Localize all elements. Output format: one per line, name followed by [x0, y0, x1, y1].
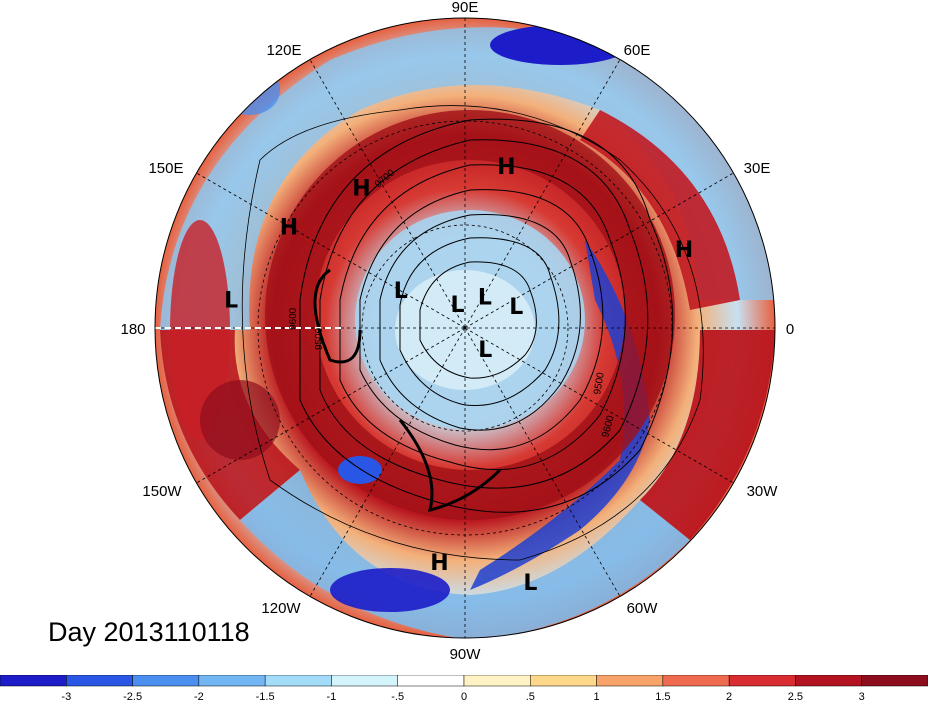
lon-label-120e: 120E	[266, 42, 301, 59]
lon-label-90e: 90E	[452, 0, 479, 16]
lon-label-150e: 150E	[148, 160, 183, 177]
lon-label-180: 180	[120, 321, 145, 338]
page-title: Day 2013110118	[48, 617, 250, 647]
colorbar-swatch	[662, 675, 730, 687]
colorbar-tick-label: -2	[194, 691, 204, 702]
colorbar-tick-label: 2	[726, 691, 732, 702]
colorbar-swatch	[463, 675, 531, 687]
lon-label-120w: 120W	[261, 600, 301, 617]
colorbar-swatch	[264, 675, 332, 687]
lon-label-0: 0	[786, 321, 794, 338]
colorbar-tick-label: 1.5	[655, 691, 670, 702]
colorbar-swatch	[66, 675, 133, 687]
low-pressure-marker: L	[450, 293, 464, 318]
colorbar-tick-label: 0	[461, 691, 467, 702]
contour-label: 9500	[592, 371, 607, 395]
longitude-labels: 90E 60E 30E 0 30W 60W 90W 120W 150W 180 …	[120, 0, 794, 663]
colorbar-swatch	[596, 675, 664, 687]
colorbar-tick-label: -2.5	[123, 691, 142, 702]
colorbar-tick-label: 1	[594, 691, 600, 702]
lon-label-60e: 60E	[624, 42, 651, 59]
colorbar: -3 -2.5 -2 -1.5 -1 -.5 0 .5 1 1.5 2 2.5 3	[0, 675, 928, 702]
high-pressure-marker: H	[352, 176, 370, 201]
colorbar-tick-label: -1	[327, 691, 337, 702]
lon-label-60w: 60W	[627, 600, 659, 617]
height-contours	[241, 105, 704, 561]
lon-label-30e: 30E	[744, 160, 771, 177]
polar-map: 90E 60E 30E 0 30W 60W 90W 120W 150W 180 …	[120, 0, 794, 663]
contour-label: 9500	[314, 327, 325, 350]
colorbar-swatch	[198, 675, 266, 687]
lon-label-30w: 30W	[747, 483, 779, 500]
contour-label: 9600	[288, 307, 299, 330]
colorbar-swatch	[795, 675, 862, 687]
colorbar-swatch	[530, 675, 597, 687]
low-pressure-marker: L	[224, 289, 238, 314]
low-pressure-marker: L	[478, 285, 492, 310]
map-boundary	[154, 17, 776, 639]
colorbar-swatch	[728, 675, 796, 687]
colorbar-tick-label: -.5	[391, 691, 404, 702]
colorbar-tick-label: -3	[61, 691, 71, 702]
colorbar-tick-label: .5	[526, 691, 535, 702]
colorbar-swatch	[861, 675, 928, 687]
lon-label-90w: 90W	[450, 646, 482, 663]
colorbar-tick-label: 3	[859, 691, 865, 702]
low-pressure-marker: L	[523, 571, 537, 596]
high-pressure-marker: H	[497, 155, 515, 180]
colorbar-swatch	[331, 675, 398, 687]
colorbar-swatch	[0, 675, 67, 687]
colorbar-swatch	[132, 675, 200, 687]
high-pressure-marker: H	[280, 215, 298, 240]
low-pressure-marker: L	[509, 295, 523, 320]
colorbar-tick-label: -1.5	[256, 691, 275, 702]
low-pressure-marker: L	[394, 279, 408, 304]
high-pressure-marker: H	[430, 551, 448, 576]
lon-label-150w: 150W	[142, 483, 182, 500]
colorbar-tick-label: 2.5	[788, 691, 803, 702]
high-pressure-marker: H	[675, 238, 693, 263]
low-pressure-marker: L	[478, 338, 492, 363]
colorbar-swatch	[397, 675, 465, 687]
